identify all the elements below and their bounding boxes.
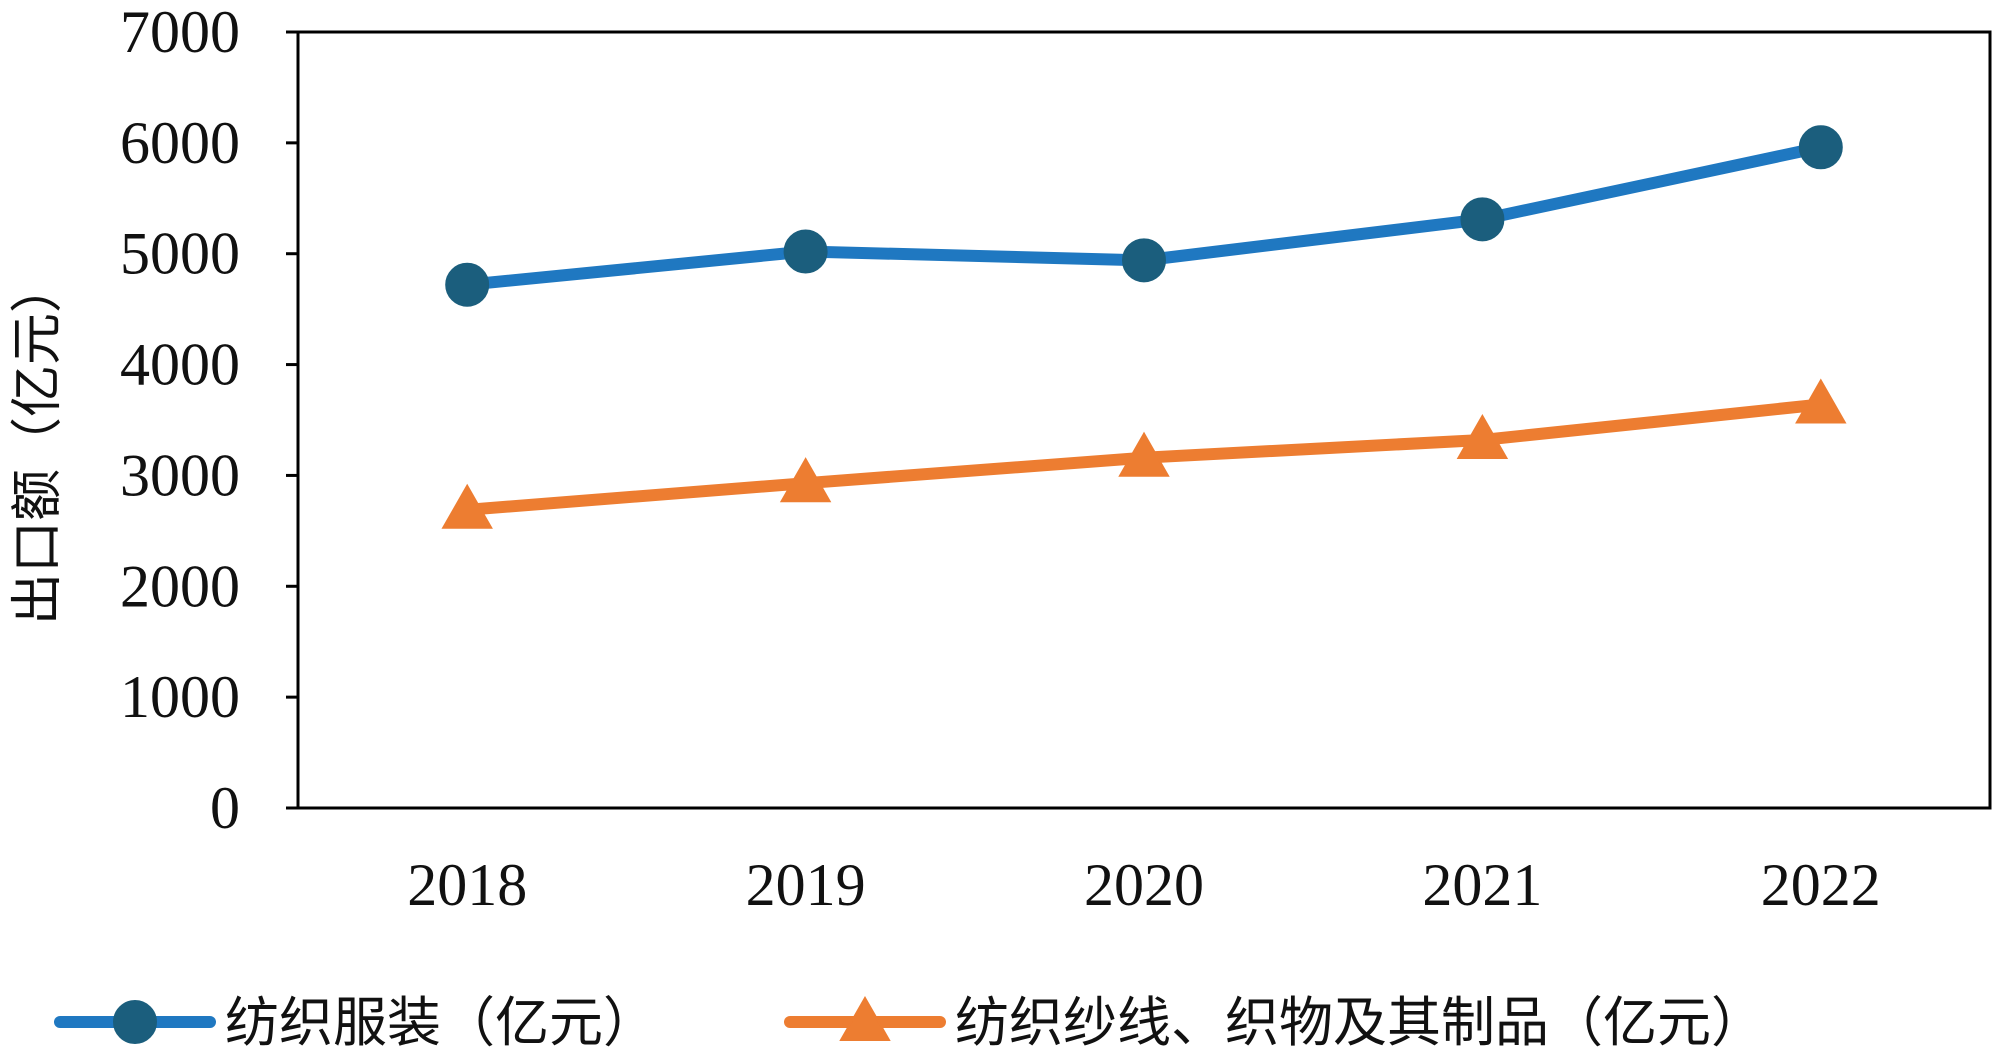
y-tick-label: 1000 <box>120 664 240 730</box>
y-tick-label: 5000 <box>120 221 240 287</box>
x-tick-label: 2019 <box>746 852 866 918</box>
plot-frame <box>296 30 1992 810</box>
x-tick-label: 2020 <box>1084 852 1204 918</box>
y-axis-title: 出口额（亿元） <box>8 261 68 625</box>
x-tick-label: 2022 <box>1761 852 1881 918</box>
x-tick-label: 2018 <box>407 852 527 918</box>
data-point <box>779 457 832 503</box>
x-axis-ticks: 2018 2019 2020 2021 2022 <box>407 852 1881 918</box>
data-point <box>1798 125 1843 170</box>
data-point <box>1122 238 1166 283</box>
legend-label: 纺织纱线、织物及其制品（亿元） <box>955 991 1765 1054</box>
legend-label: 纺织服装（亿元） <box>225 991 657 1054</box>
data-point <box>445 262 490 307</box>
data-point <box>1795 378 1847 424</box>
series-layer <box>441 125 1847 529</box>
y-axis-ticks: 0 1000 2000 3000 4000 5000 6000 7000 <box>120 0 298 841</box>
data-point <box>1456 413 1509 459</box>
y-tick-label: 6000 <box>120 110 240 176</box>
data-point <box>1118 431 1170 477</box>
series-2 <box>441 378 1847 529</box>
legend-swatch-marker <box>113 1000 157 1044</box>
legend: 纺织服装（亿元） 纺织纱线、织物及其制品（亿元） <box>54 991 1765 1054</box>
data-point <box>1460 197 1505 242</box>
y-tick-label: 2000 <box>120 553 240 619</box>
y-tick-label: 0 <box>210 775 240 841</box>
y-tick-label: 4000 <box>120 332 240 398</box>
series-1 <box>445 125 1843 307</box>
plot-area <box>296 30 1992 810</box>
legend-item: 纺织纱线、织物及其制品（亿元） <box>784 991 1765 1054</box>
data-point <box>441 483 493 529</box>
y-tick-label: 7000 <box>120 0 240 65</box>
y-tick-label: 3000 <box>120 442 240 508</box>
legend-swatch-marker <box>839 995 891 1041</box>
data-point <box>783 229 828 274</box>
x-tick-label: 2021 <box>1422 852 1542 918</box>
legend-item: 纺织服装（亿元） <box>54 991 657 1054</box>
